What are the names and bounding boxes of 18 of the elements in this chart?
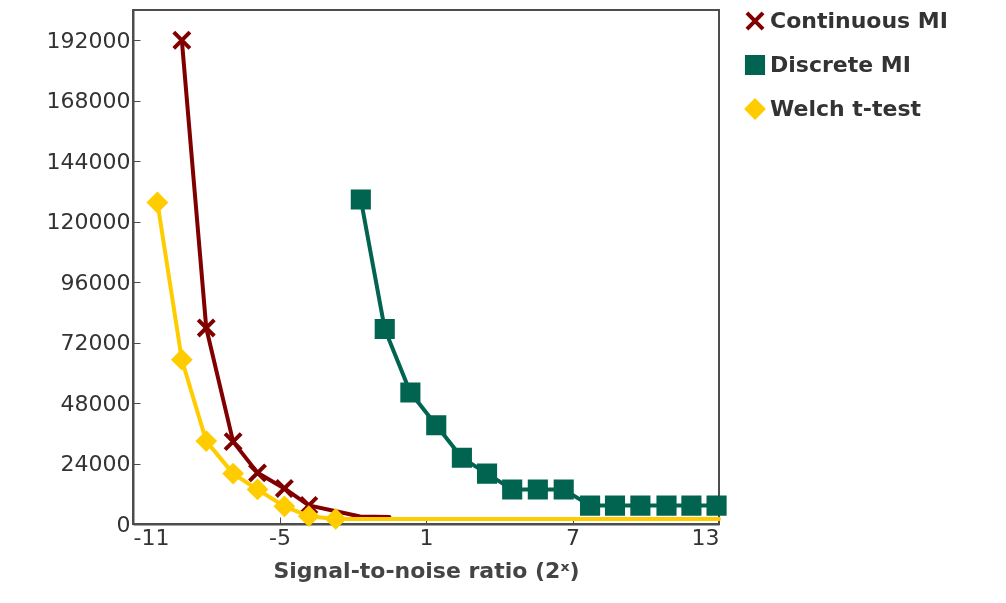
x-tick-label: -11 [133,524,170,550]
y-tick-label: 168000 [46,88,131,114]
y-tick-label: 144000 [46,148,131,174]
y-tick-label: 72000 [60,330,131,356]
y-tick-label: 120000 [46,209,131,235]
y-tick-label: 0 [116,511,131,537]
x-tick-label: -5 [269,524,291,550]
x-axis-title: Signal-to-noise ratio (2ˣ) [273,557,580,583]
x-tick-label: 1 [419,524,434,550]
x-tick-label: 13 [691,524,720,550]
legend-label: Discrete MI [770,52,911,77]
y-tick-label: 96000 [60,269,131,295]
y-tick-label: 48000 [60,390,131,416]
y-tick-label: 24000 [60,451,131,477]
x-tick-label: 7 [566,524,580,550]
legend-label: Welch t-test [770,96,922,121]
legend-label: Continuous MI [770,8,948,33]
y-tick-label: 192000 [46,27,131,53]
